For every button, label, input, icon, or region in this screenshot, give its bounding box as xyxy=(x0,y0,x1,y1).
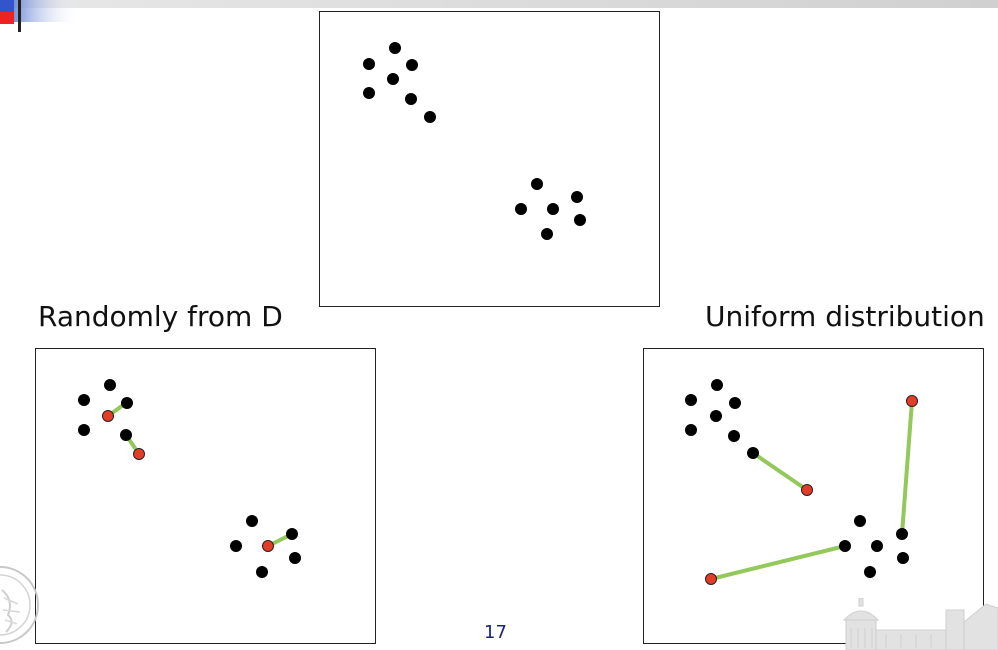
data-point xyxy=(685,424,697,436)
data-point xyxy=(424,111,436,123)
data-point xyxy=(747,447,759,459)
data-point xyxy=(896,528,908,540)
assignment-lines xyxy=(709,399,914,581)
data-point xyxy=(363,87,375,99)
data-point xyxy=(864,566,876,578)
cluster-a xyxy=(363,42,436,123)
data-point xyxy=(871,540,883,552)
cluster-centers xyxy=(102,410,274,552)
cluster-b xyxy=(839,515,909,578)
data-point xyxy=(405,93,417,105)
assignment-line xyxy=(751,451,809,492)
data-point xyxy=(515,203,527,215)
data-point xyxy=(78,424,90,436)
random-from-d-plot xyxy=(78,379,301,578)
assignment-line xyxy=(709,544,847,581)
center-point xyxy=(801,484,813,496)
data-point xyxy=(387,73,399,85)
data-point xyxy=(531,178,543,190)
data-point xyxy=(897,552,909,564)
data-point xyxy=(711,379,723,391)
caption-randomly-from-d: Randomly from D xyxy=(38,300,283,333)
data-point xyxy=(120,429,132,441)
data-point xyxy=(104,379,116,391)
data-point xyxy=(839,540,851,552)
caption-uniform-distribution: Uniform distribution xyxy=(705,300,985,333)
center-point xyxy=(102,410,114,422)
uniform-distribution-panel xyxy=(643,348,984,644)
data-point xyxy=(541,228,553,240)
data-point xyxy=(710,410,722,422)
data-point xyxy=(121,397,133,409)
data-point xyxy=(728,430,740,442)
dataset-plot xyxy=(363,42,586,240)
data-point xyxy=(256,566,268,578)
data-point xyxy=(571,191,583,203)
top-title-bar xyxy=(0,0,998,8)
center-point xyxy=(906,395,918,407)
data-point xyxy=(729,397,741,409)
data-point xyxy=(685,394,697,406)
cluster-b xyxy=(230,515,301,578)
data-point xyxy=(363,58,375,70)
data-point xyxy=(389,42,401,54)
center-point xyxy=(262,540,274,552)
cluster-b xyxy=(515,178,586,240)
assignment-line xyxy=(900,399,914,536)
data-point xyxy=(78,394,90,406)
center-point xyxy=(133,448,145,460)
data-point xyxy=(854,515,866,527)
dataset-panel xyxy=(319,11,660,307)
data-point xyxy=(547,203,559,215)
data-point xyxy=(286,528,298,540)
assignment-lines xyxy=(106,401,294,548)
building-silhouette-icon xyxy=(842,598,998,650)
data-point xyxy=(246,515,258,527)
random-from-d-panel xyxy=(35,348,376,644)
center-point xyxy=(705,573,717,585)
data-point xyxy=(574,214,586,226)
page-number: 17 xyxy=(484,622,507,643)
cluster-a xyxy=(685,379,759,459)
cluster-a xyxy=(78,379,133,441)
data-point xyxy=(406,59,418,71)
uniform-distribution-plot xyxy=(685,379,918,585)
data-point xyxy=(230,540,242,552)
template-logo-icon xyxy=(0,0,80,32)
data-point xyxy=(289,552,301,564)
cluster-centers xyxy=(705,395,918,585)
university-seal-icon xyxy=(0,566,39,644)
